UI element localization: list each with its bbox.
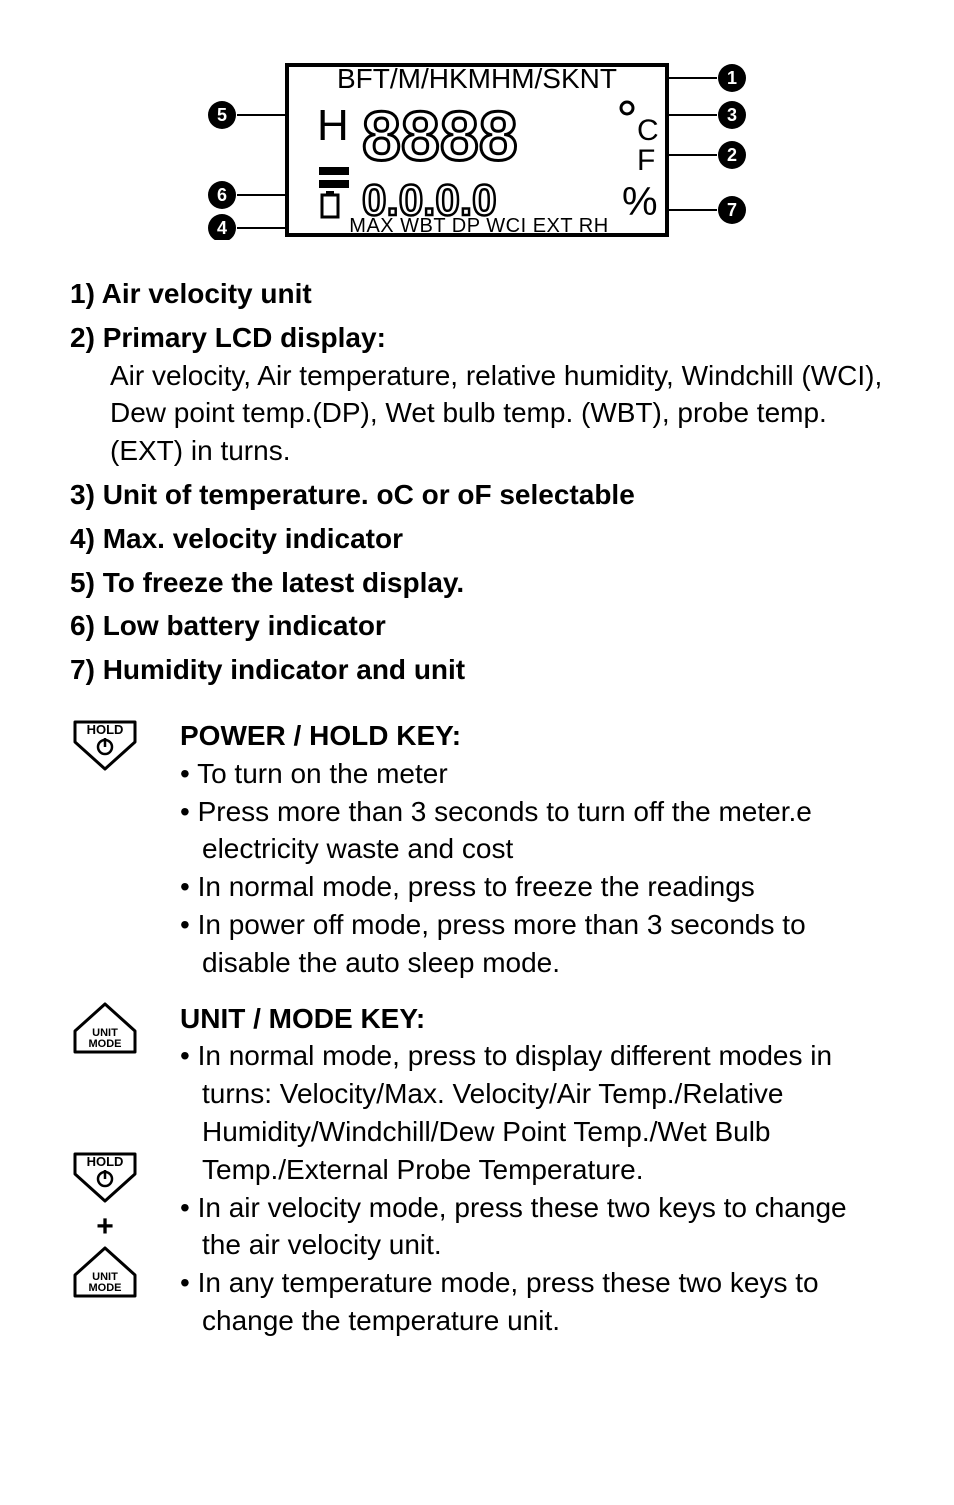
item-num: 6) xyxy=(70,610,95,641)
list-item-4: 4) Max. velocity indicator xyxy=(70,520,884,558)
item-num: 2) xyxy=(70,322,95,353)
item-num: 4) xyxy=(70,523,95,554)
list-item-1: 1) Air velocity unit xyxy=(70,275,884,313)
power-hold-icon-col: HOLD xyxy=(70,717,180,982)
svg-text:HOLD: HOLD xyxy=(87,1154,124,1169)
power-bullet: • Press more than 3 seconds to turn off … xyxy=(180,793,884,869)
hold-key-icon: HOLD xyxy=(70,717,140,773)
list-item-7: 7) Humidity indicator and unit xyxy=(70,651,884,689)
mode-key-icon: UNIT MODE xyxy=(70,1000,140,1056)
item-num: 5) xyxy=(70,567,95,598)
badge-5: 5 xyxy=(217,105,227,125)
item-heading: Unit of temperature. oC or oF selectable xyxy=(103,479,635,510)
list-item-6: 6) Low battery indicator xyxy=(70,607,884,645)
svg-text:8888: 8888 xyxy=(362,97,518,175)
item-heading: Primary LCD display: xyxy=(103,322,386,353)
unit-mode-title: UNIT / MODE KEY: xyxy=(180,1000,884,1038)
svg-text:HOLD: HOLD xyxy=(87,722,124,737)
unit-bullet: • In normal mode, press to display diffe… xyxy=(180,1037,884,1188)
item-num: 1) xyxy=(70,278,95,309)
combo-keys-icon: HOLD + UNIT MODE xyxy=(70,1149,180,1305)
unit-mode-content: UNIT / MODE KEY: • In normal mode, press… xyxy=(180,1000,884,1340)
list-item-2: 2) Primary LCD display: Air velocity, Ai… xyxy=(70,319,884,470)
lcd-main-digits: 8888 xyxy=(362,97,518,175)
item-heading: Air velocity unit xyxy=(102,278,312,309)
power-bullet: • In normal mode, press to freeze the re… xyxy=(180,868,884,906)
badge-2: 2 xyxy=(727,145,737,165)
badge-4: 4 xyxy=(217,218,227,238)
unit-mode-section: UNIT MODE HOLD + UNIT MODE UNIT / MOD xyxy=(70,1000,884,1340)
svg-text:MODE: MODE xyxy=(89,1038,122,1050)
item-heading: Humidity indicator and unit xyxy=(103,654,465,685)
lcd-f: F xyxy=(637,144,655,177)
power-hold-content: POWER / HOLD KEY: • To turn on the meter… xyxy=(180,717,884,982)
badge-3: 3 xyxy=(727,105,737,125)
badge-7: 7 xyxy=(727,200,737,220)
unit-bullet: • In air velocity mode, press these two … xyxy=(180,1189,884,1265)
lcd-bottom-text: MAX WBT DP WCI EXT RH xyxy=(349,215,608,237)
power-hold-section: HOLD POWER / HOLD KEY: • To turn on the … xyxy=(70,717,884,982)
power-hold-title: POWER / HOLD KEY: xyxy=(180,717,884,755)
badge-1: 1 xyxy=(727,68,737,88)
plus-icon: + xyxy=(70,1212,140,1242)
svg-text:MODE: MODE xyxy=(89,1282,122,1294)
lcd-percent: % xyxy=(622,180,658,224)
legend-list: 1) Air velocity unit 2) Primary LCD disp… xyxy=(70,275,884,689)
list-item-3: 3) Unit of temperature. oC or oF selecta… xyxy=(70,476,884,514)
lcd-diagram: BFT/M/HKMHM/SKNT H 8888 C F 0.0.0.0 % xyxy=(70,60,884,240)
manual-page: BFT/M/HKMHM/SKNT H 8888 C F 0.0.0.0 % xyxy=(0,0,954,1380)
item-heading: To freeze the latest display. xyxy=(103,567,465,598)
lcd-top-text: BFT/M/HKMHM/SKNT xyxy=(337,63,617,94)
lcd-c: C xyxy=(637,114,659,147)
hold-key-icon: HOLD xyxy=(70,1149,140,1205)
unit-bullet: • In any temperature mode, press these t… xyxy=(180,1264,884,1340)
item-num: 7) xyxy=(70,654,95,685)
power-bullet: • In power off mode, press more than 3 s… xyxy=(180,906,884,982)
lcd-h: H xyxy=(317,101,349,150)
badge-6: 6 xyxy=(217,185,227,205)
power-bullet: • To turn on the meter xyxy=(180,755,884,793)
list-item-5: 5) To freeze the latest display. xyxy=(70,564,884,602)
item-body: Air velocity, Air temperature, relative … xyxy=(70,357,884,470)
mode-key-icon: UNIT MODE xyxy=(70,1244,140,1300)
item-num: 3) xyxy=(70,479,95,510)
item-heading: Max. velocity indicator xyxy=(103,523,403,554)
item-heading: Low battery indicator xyxy=(103,610,386,641)
unit-mode-icon-col: UNIT MODE HOLD + UNIT MODE xyxy=(70,1000,180,1340)
lcd-svg: BFT/M/HKMHM/SKNT H 8888 C F 0.0.0.0 % xyxy=(167,60,787,240)
